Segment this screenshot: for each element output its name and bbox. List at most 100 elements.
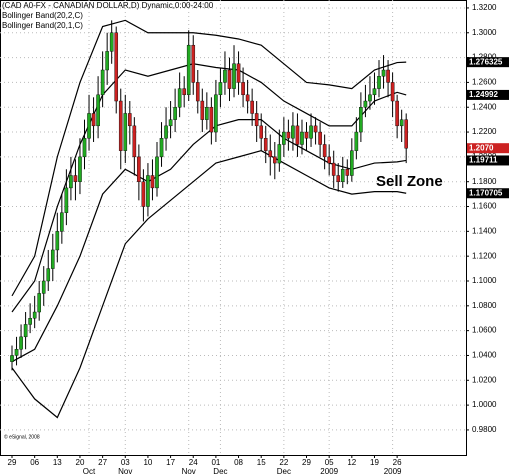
candle-body (372, 88, 377, 96)
candle-body (236, 63, 241, 83)
value-tag-bg (467, 188, 509, 199)
candle-body (404, 119, 408, 149)
candle-body (399, 119, 404, 127)
candle-body (390, 82, 395, 102)
candle-body (128, 113, 132, 127)
candle-body (368, 94, 372, 102)
candle-body (218, 82, 223, 96)
value-tag-bg (467, 155, 509, 166)
y-tick-label: 1.0400 (472, 351, 497, 360)
candle-body (182, 88, 186, 96)
y-tick-label: 1.1800 (472, 177, 497, 186)
candle-body (96, 94, 100, 127)
candle-body (313, 125, 318, 133)
band-line (11, 150, 407, 419)
value-tag-bg (467, 143, 509, 154)
candle-body (91, 113, 96, 127)
candle-body (14, 349, 19, 356)
legend-entry: Bollinger Band(20,1,C) (2, 21, 83, 30)
candle-body (336, 175, 341, 182)
candle-body (123, 113, 128, 151)
candle-body (87, 113, 91, 139)
candle-body (10, 355, 14, 362)
candle-body (195, 82, 200, 102)
candle-body (340, 169, 345, 182)
y-tick-label: 1.0200 (472, 375, 497, 384)
candle-body (105, 51, 109, 71)
candle-body (60, 212, 64, 232)
candle-body (109, 32, 114, 52)
candle-body (82, 138, 87, 158)
y-tick-label: 1.2600 (472, 78, 497, 87)
candle-body (173, 107, 177, 120)
candle-body (150, 175, 155, 189)
y-tick-label: 0.9800 (472, 425, 497, 434)
candle-body (64, 187, 69, 213)
candle-body (168, 119, 173, 127)
candle-body (186, 44, 191, 96)
month-label: Dec (277, 467, 291, 476)
candle-body (214, 94, 218, 133)
x-tick-label: 08 (234, 458, 243, 467)
x-tick-label: 01 (211, 458, 220, 467)
candle-body (331, 162, 336, 176)
candle-body (395, 100, 399, 127)
candle-body (350, 150, 354, 176)
value-tag: 1.19711 (469, 156, 498, 165)
x-tick-label: 26 (393, 458, 402, 467)
value-tag-bg (467, 57, 509, 68)
candle-body (37, 293, 41, 313)
candle-body (345, 169, 350, 176)
candle-body (295, 125, 300, 145)
x-tick-label: 13 (53, 458, 62, 467)
candle-body (41, 280, 46, 294)
x-tick-label: 12 (347, 458, 356, 467)
value-tag: 1.276325 (469, 57, 503, 66)
x-tick-label: 24 (189, 458, 198, 467)
month-label: Nov (118, 467, 132, 476)
candle-body (363, 100, 368, 108)
candle-body (191, 44, 196, 83)
candle-body (209, 107, 214, 133)
candle-body (19, 336, 23, 350)
credit: © eSignal, 2008 (4, 433, 40, 440)
candle-body (55, 231, 60, 251)
candle-body (241, 82, 245, 96)
y-tick-label: 1.0600 (472, 326, 497, 335)
candle-body (300, 131, 304, 145)
candle-body (177, 88, 182, 108)
band-line (11, 19, 407, 297)
month-label: Dec (213, 467, 227, 476)
candle-body (282, 131, 286, 145)
y-tick-label: 1.1200 (472, 251, 497, 260)
x-tick-label: 15 (257, 458, 266, 467)
candles (10, 20, 408, 371)
y-tick-label: 1.0800 (472, 301, 497, 310)
candle-body (159, 138, 164, 158)
value-tag: 1.2070 (469, 143, 494, 152)
candle-body (381, 69, 386, 77)
month-label: 2009 (384, 467, 402, 476)
axes: 0.9800 1.0000 1.0200 1.0400 1.0600 1.0800 1.10… (8, 3, 509, 476)
candle-body (359, 107, 363, 133)
candle-body (223, 69, 227, 83)
candle-body (286, 131, 291, 139)
candle-body (205, 107, 209, 120)
candle-body (50, 249, 55, 269)
candle-body (100, 69, 105, 96)
candle-body (28, 318, 32, 325)
candle-body (114, 32, 119, 102)
x-tick-label: 06 (30, 458, 39, 467)
candle-body (245, 94, 250, 102)
plot-frame (0, 0, 467, 456)
x-tick-label: 29 (8, 458, 17, 467)
candle-body (272, 156, 277, 164)
candle-body (254, 113, 259, 127)
candle-body (322, 144, 327, 158)
x-tick-label: 22 (279, 458, 288, 467)
y-tick-label: 1.0000 (472, 400, 497, 409)
candle-body (277, 144, 282, 164)
x-tick-label: 27 (98, 458, 107, 467)
candle-body (386, 69, 390, 83)
